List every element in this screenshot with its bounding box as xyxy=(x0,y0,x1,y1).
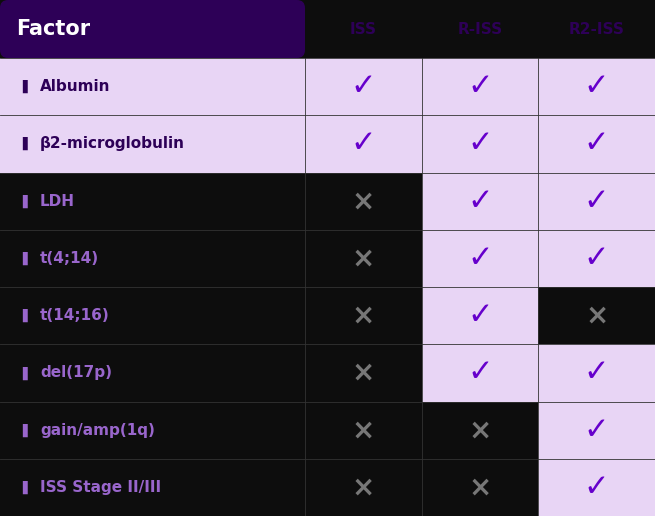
Bar xyxy=(422,344,538,401)
Bar xyxy=(422,115,538,172)
Bar xyxy=(422,459,538,516)
Text: ✓: ✓ xyxy=(584,473,609,502)
FancyBboxPatch shape xyxy=(0,0,305,58)
Text: ISS: ISS xyxy=(350,22,377,37)
Bar xyxy=(305,172,422,230)
Text: ✓: ✓ xyxy=(584,72,609,101)
Bar xyxy=(0,115,305,172)
Text: ✓: ✓ xyxy=(584,130,609,158)
Text: ×: × xyxy=(585,302,608,330)
Text: ×: × xyxy=(468,416,492,444)
Bar xyxy=(538,459,655,516)
Bar xyxy=(0,58,305,115)
Text: ✓: ✓ xyxy=(467,130,493,158)
Bar xyxy=(305,401,422,459)
Text: ✓: ✓ xyxy=(467,72,493,101)
Bar xyxy=(538,287,655,344)
Bar xyxy=(0,172,305,230)
Text: t(4;14): t(4;14) xyxy=(40,251,99,266)
Bar xyxy=(422,172,538,230)
Text: β2-microglobulin: β2-microglobulin xyxy=(40,136,185,151)
Text: ×: × xyxy=(352,302,375,330)
Bar xyxy=(305,58,422,115)
Bar xyxy=(538,230,655,287)
Text: ✓: ✓ xyxy=(467,359,493,388)
Text: ✓: ✓ xyxy=(467,301,493,330)
Text: Albumin: Albumin xyxy=(40,79,111,94)
Bar xyxy=(538,58,655,115)
Bar xyxy=(422,401,538,459)
Text: ISS Stage II/III: ISS Stage II/III xyxy=(40,480,161,495)
Text: ✓: ✓ xyxy=(584,359,609,388)
Text: ✓: ✓ xyxy=(350,72,376,101)
Bar xyxy=(422,58,538,115)
Text: ▐: ▐ xyxy=(17,252,27,265)
Text: ▐: ▐ xyxy=(17,80,27,93)
Bar xyxy=(422,287,538,344)
Text: ▐: ▐ xyxy=(17,366,27,379)
Bar xyxy=(0,401,305,459)
Text: ✓: ✓ xyxy=(584,244,609,273)
Bar xyxy=(0,459,305,516)
Text: R-ISS: R-ISS xyxy=(457,22,502,37)
Text: gain/amp(1q): gain/amp(1q) xyxy=(40,423,155,438)
Text: ×: × xyxy=(352,416,375,444)
Bar xyxy=(538,344,655,401)
Text: ▐: ▐ xyxy=(17,309,27,322)
Text: t(14;16): t(14;16) xyxy=(40,308,110,323)
Bar xyxy=(0,287,305,344)
Bar xyxy=(305,459,422,516)
Text: ×: × xyxy=(468,473,492,502)
Text: ✓: ✓ xyxy=(584,415,609,445)
Bar xyxy=(538,115,655,172)
Text: del(17p): del(17p) xyxy=(40,365,112,380)
Text: ×: × xyxy=(352,245,375,272)
Bar xyxy=(538,172,655,230)
Text: ✓: ✓ xyxy=(467,244,493,273)
Text: ×: × xyxy=(352,359,375,387)
Text: ▐: ▐ xyxy=(17,481,27,494)
Text: ×: × xyxy=(352,187,375,215)
Text: LDH: LDH xyxy=(40,194,75,208)
Text: ✓: ✓ xyxy=(467,187,493,216)
Text: ▐: ▐ xyxy=(17,195,27,208)
Bar xyxy=(305,344,422,401)
Bar xyxy=(538,401,655,459)
Bar xyxy=(305,115,422,172)
Text: ▐: ▐ xyxy=(17,424,27,437)
Bar xyxy=(422,230,538,287)
Text: ✓: ✓ xyxy=(584,187,609,216)
Bar xyxy=(0,344,305,401)
Text: ✓: ✓ xyxy=(350,130,376,158)
Text: ▐: ▐ xyxy=(17,137,27,151)
Text: Factor: Factor xyxy=(16,19,90,39)
Text: ×: × xyxy=(352,473,375,502)
Bar xyxy=(305,287,422,344)
Text: R2-ISS: R2-ISS xyxy=(569,22,625,37)
Bar xyxy=(305,230,422,287)
Bar xyxy=(0,230,305,287)
